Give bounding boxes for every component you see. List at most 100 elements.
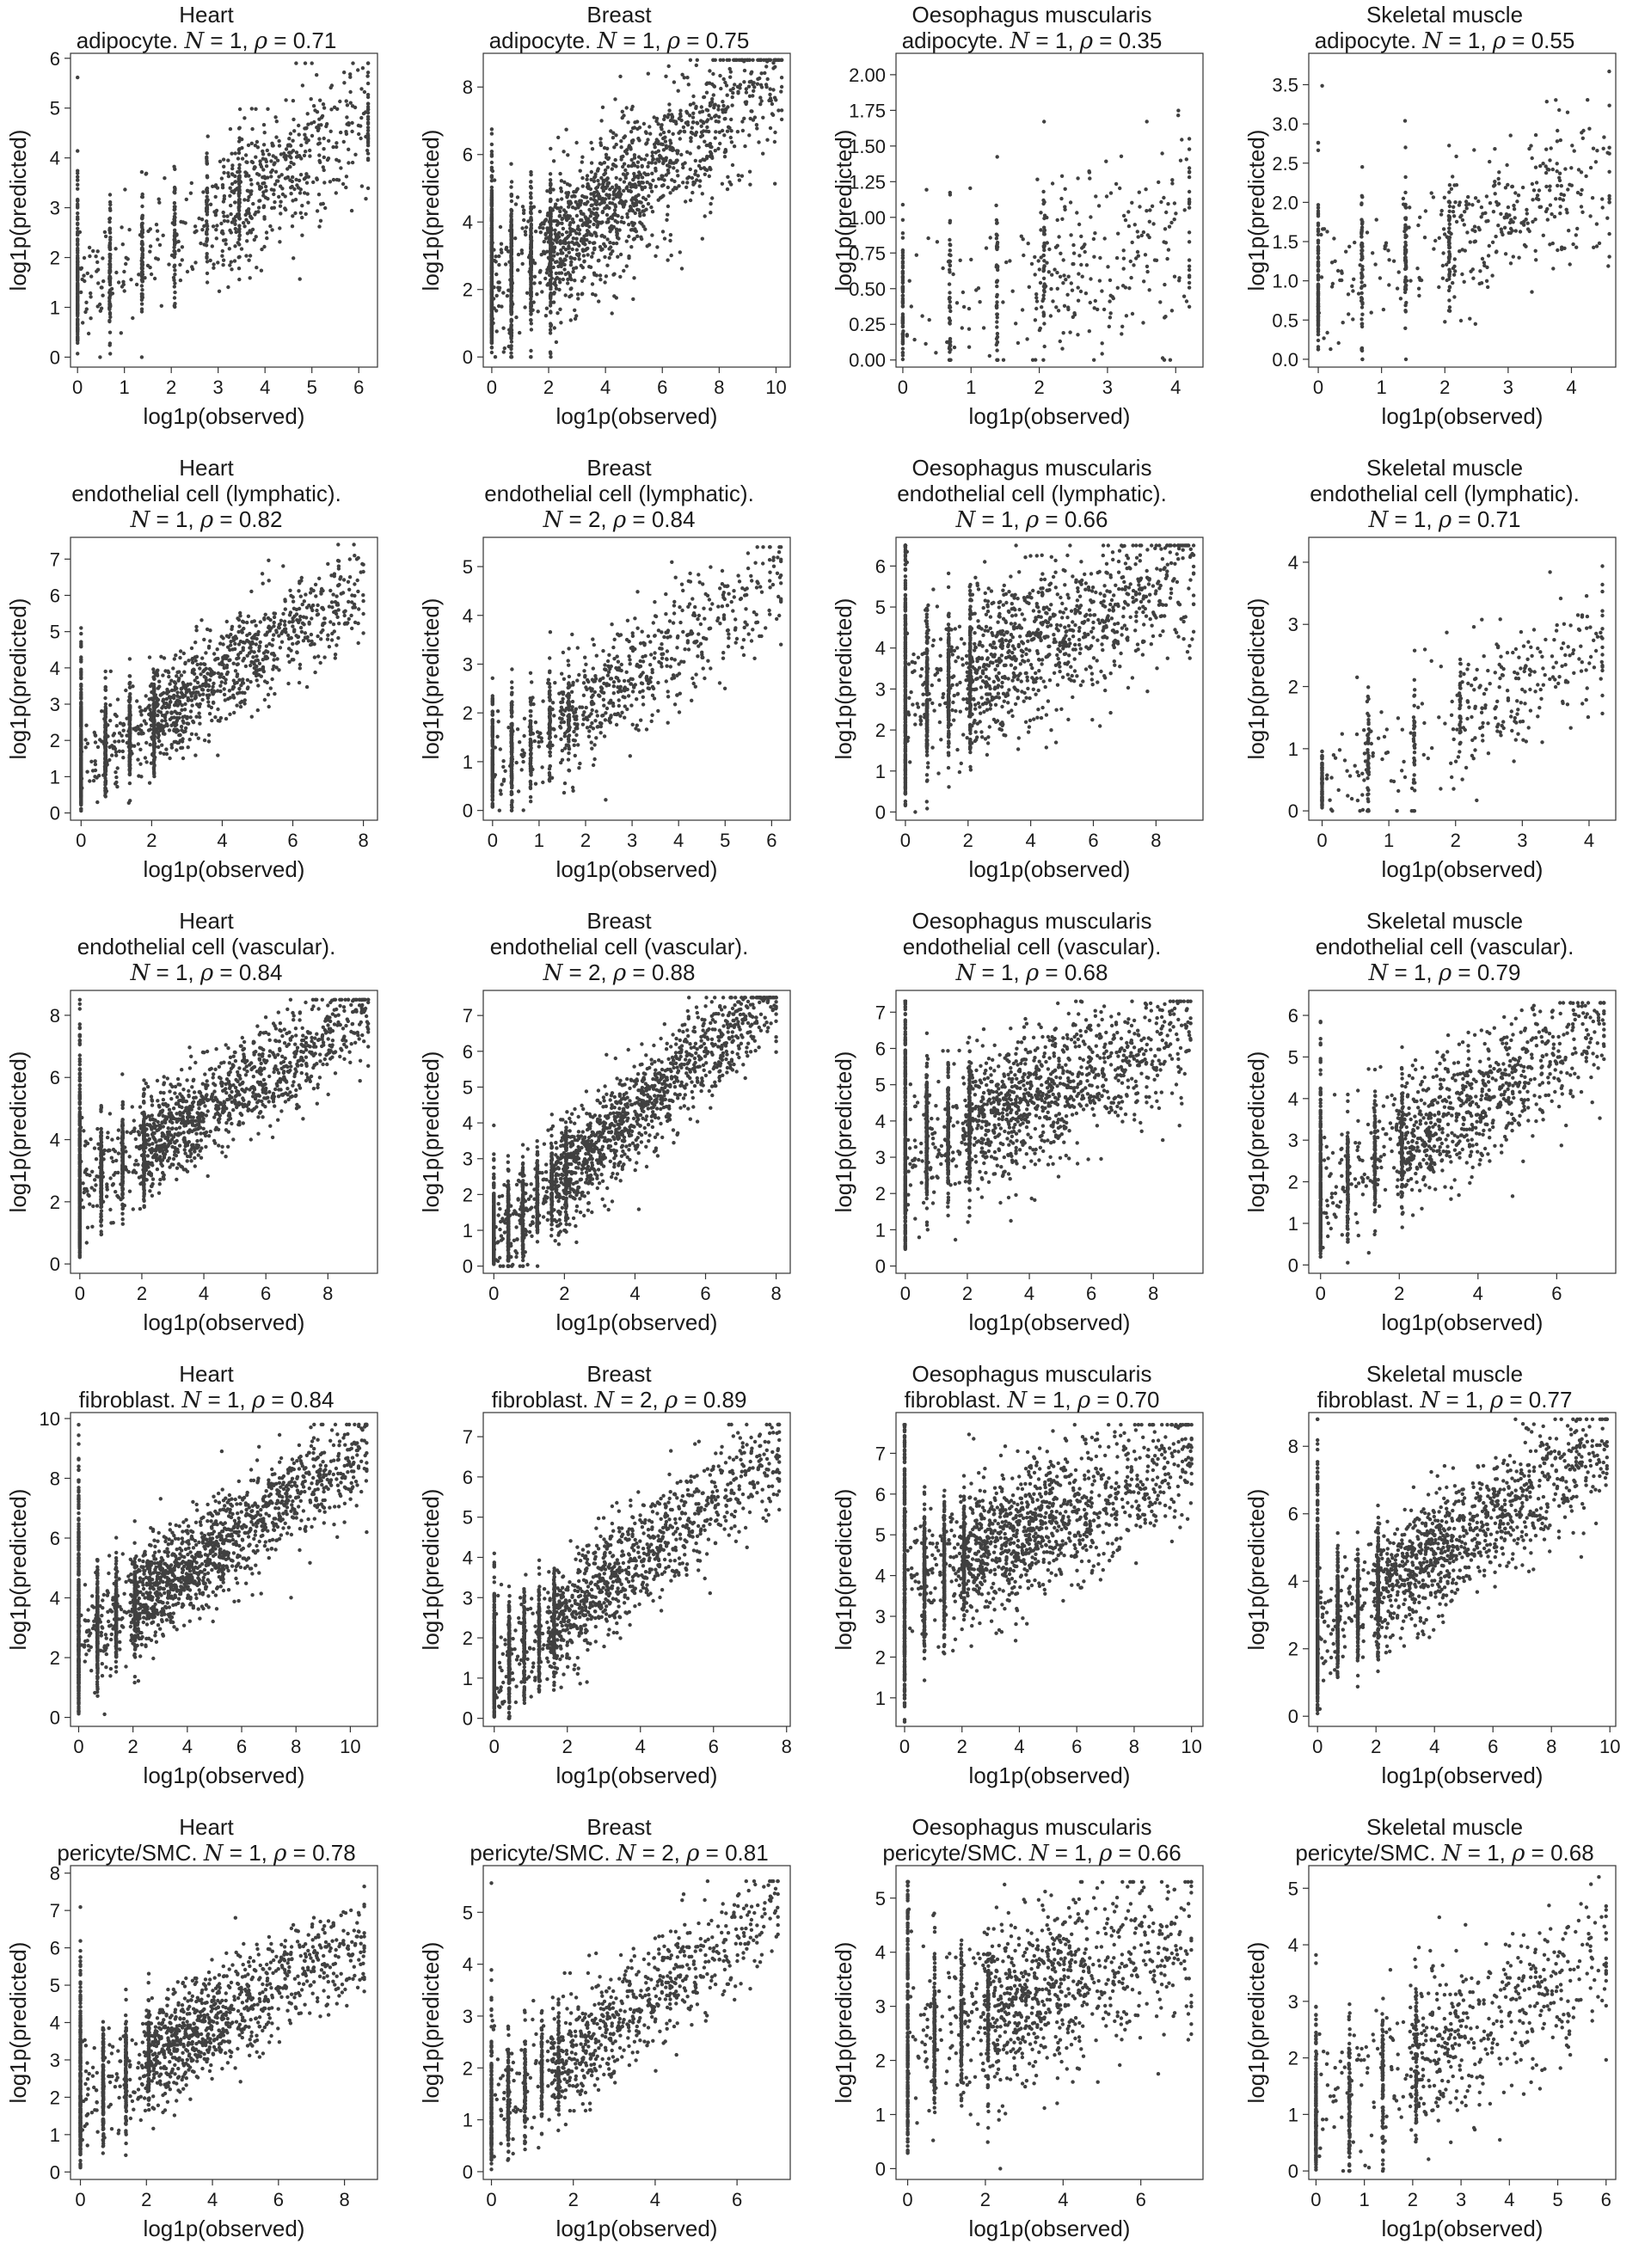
data-point	[288, 178, 292, 182]
data-point	[159, 303, 163, 308]
data-point	[222, 170, 226, 175]
data-point	[288, 164, 292, 169]
data-point	[1340, 271, 1344, 275]
data-point	[85, 271, 90, 276]
data-point	[245, 239, 249, 243]
data-point	[640, 175, 645, 180]
data-point	[900, 202, 905, 207]
data-point	[76, 178, 80, 182]
data-point	[1472, 224, 1477, 229]
data-point	[229, 211, 233, 217]
data-point	[292, 129, 297, 133]
data-point	[762, 58, 766, 63]
data-point	[1316, 241, 1321, 245]
data-point	[549, 269, 553, 273]
data-point	[1141, 321, 1145, 325]
data-point	[711, 58, 715, 63]
data-point	[146, 229, 150, 234]
data-point	[236, 205, 241, 209]
data-point	[1470, 203, 1475, 207]
data-point	[239, 683, 243, 688]
data-point	[548, 208, 553, 212]
data-point	[698, 179, 703, 183]
data-point	[489, 340, 494, 345]
data-point	[120, 225, 124, 230]
data-point	[558, 209, 562, 214]
data-point	[1115, 285, 1120, 290]
x-axis-label: log1p(observed)	[144, 403, 305, 429]
data-point	[995, 279, 1000, 283]
data-point	[1551, 267, 1556, 271]
data-point	[935, 240, 940, 244]
data-point	[175, 232, 179, 236]
data-point	[489, 230, 494, 235]
data-point	[1446, 288, 1452, 293]
data-point	[76, 339, 80, 343]
data-point	[690, 115, 696, 120]
data-point	[948, 336, 953, 341]
data-point	[548, 331, 553, 335]
data-point	[641, 212, 647, 218]
data-point	[582, 260, 586, 264]
data-point	[76, 149, 80, 153]
data-point	[1607, 197, 1611, 201]
data-point	[246, 143, 251, 148]
data-point	[1605, 216, 1610, 220]
data-point	[559, 321, 563, 325]
data-point	[595, 213, 600, 218]
data-point	[1499, 227, 1503, 231]
data-point	[1403, 260, 1409, 264]
y-tick-label: 0.50	[849, 279, 886, 300]
data-point	[1579, 170, 1584, 175]
data-point	[249, 216, 254, 220]
data-point	[729, 117, 733, 122]
data-point	[201, 190, 206, 194]
data-point	[606, 217, 611, 222]
data-point	[229, 230, 233, 235]
data-point	[1187, 230, 1192, 235]
data-point	[920, 314, 924, 318]
data-point	[365, 95, 371, 100]
data-point	[573, 194, 577, 199]
data-point	[1467, 202, 1471, 206]
data-point	[694, 104, 698, 109]
data-point	[210, 244, 214, 248]
data-point	[1148, 208, 1152, 212]
data-point	[365, 156, 371, 161]
data-point	[126, 257, 130, 261]
data-point	[120, 739, 126, 744]
y-tick-label: 3.5	[1272, 75, 1298, 96]
data-point	[708, 101, 713, 106]
data-point	[76, 197, 80, 202]
data-point	[1402, 290, 1408, 295]
data-point	[1063, 205, 1067, 209]
data-point	[549, 273, 553, 278]
data-point	[1463, 210, 1467, 214]
data-point	[222, 164, 226, 169]
data-point	[1068, 330, 1072, 334]
data-point	[236, 629, 241, 634]
data-point	[578, 169, 582, 173]
data-point	[247, 174, 251, 178]
data-point	[81, 321, 85, 325]
data-point	[1452, 264, 1457, 268]
data-point	[619, 145, 623, 150]
data-point	[509, 241, 513, 246]
data-point	[549, 249, 553, 254]
panel-title: Oesophagus muscularis adipocyte. N = 1, ρ…	[826, 2, 1238, 54]
data-point	[1439, 208, 1444, 213]
data-point	[592, 246, 597, 250]
data-point	[686, 83, 690, 87]
data-point	[1061, 281, 1065, 285]
data-point	[182, 670, 187, 674]
y-axis-label: log1p(predicted)	[418, 130, 444, 291]
data-point	[924, 187, 929, 192]
data-point	[587, 240, 592, 245]
data-point	[1041, 232, 1046, 236]
data-point	[233, 222, 237, 226]
data-point	[279, 199, 283, 204]
data-point	[139, 310, 144, 314]
data-point	[900, 357, 905, 362]
data-point	[1172, 201, 1177, 205]
data-point	[617, 186, 621, 190]
